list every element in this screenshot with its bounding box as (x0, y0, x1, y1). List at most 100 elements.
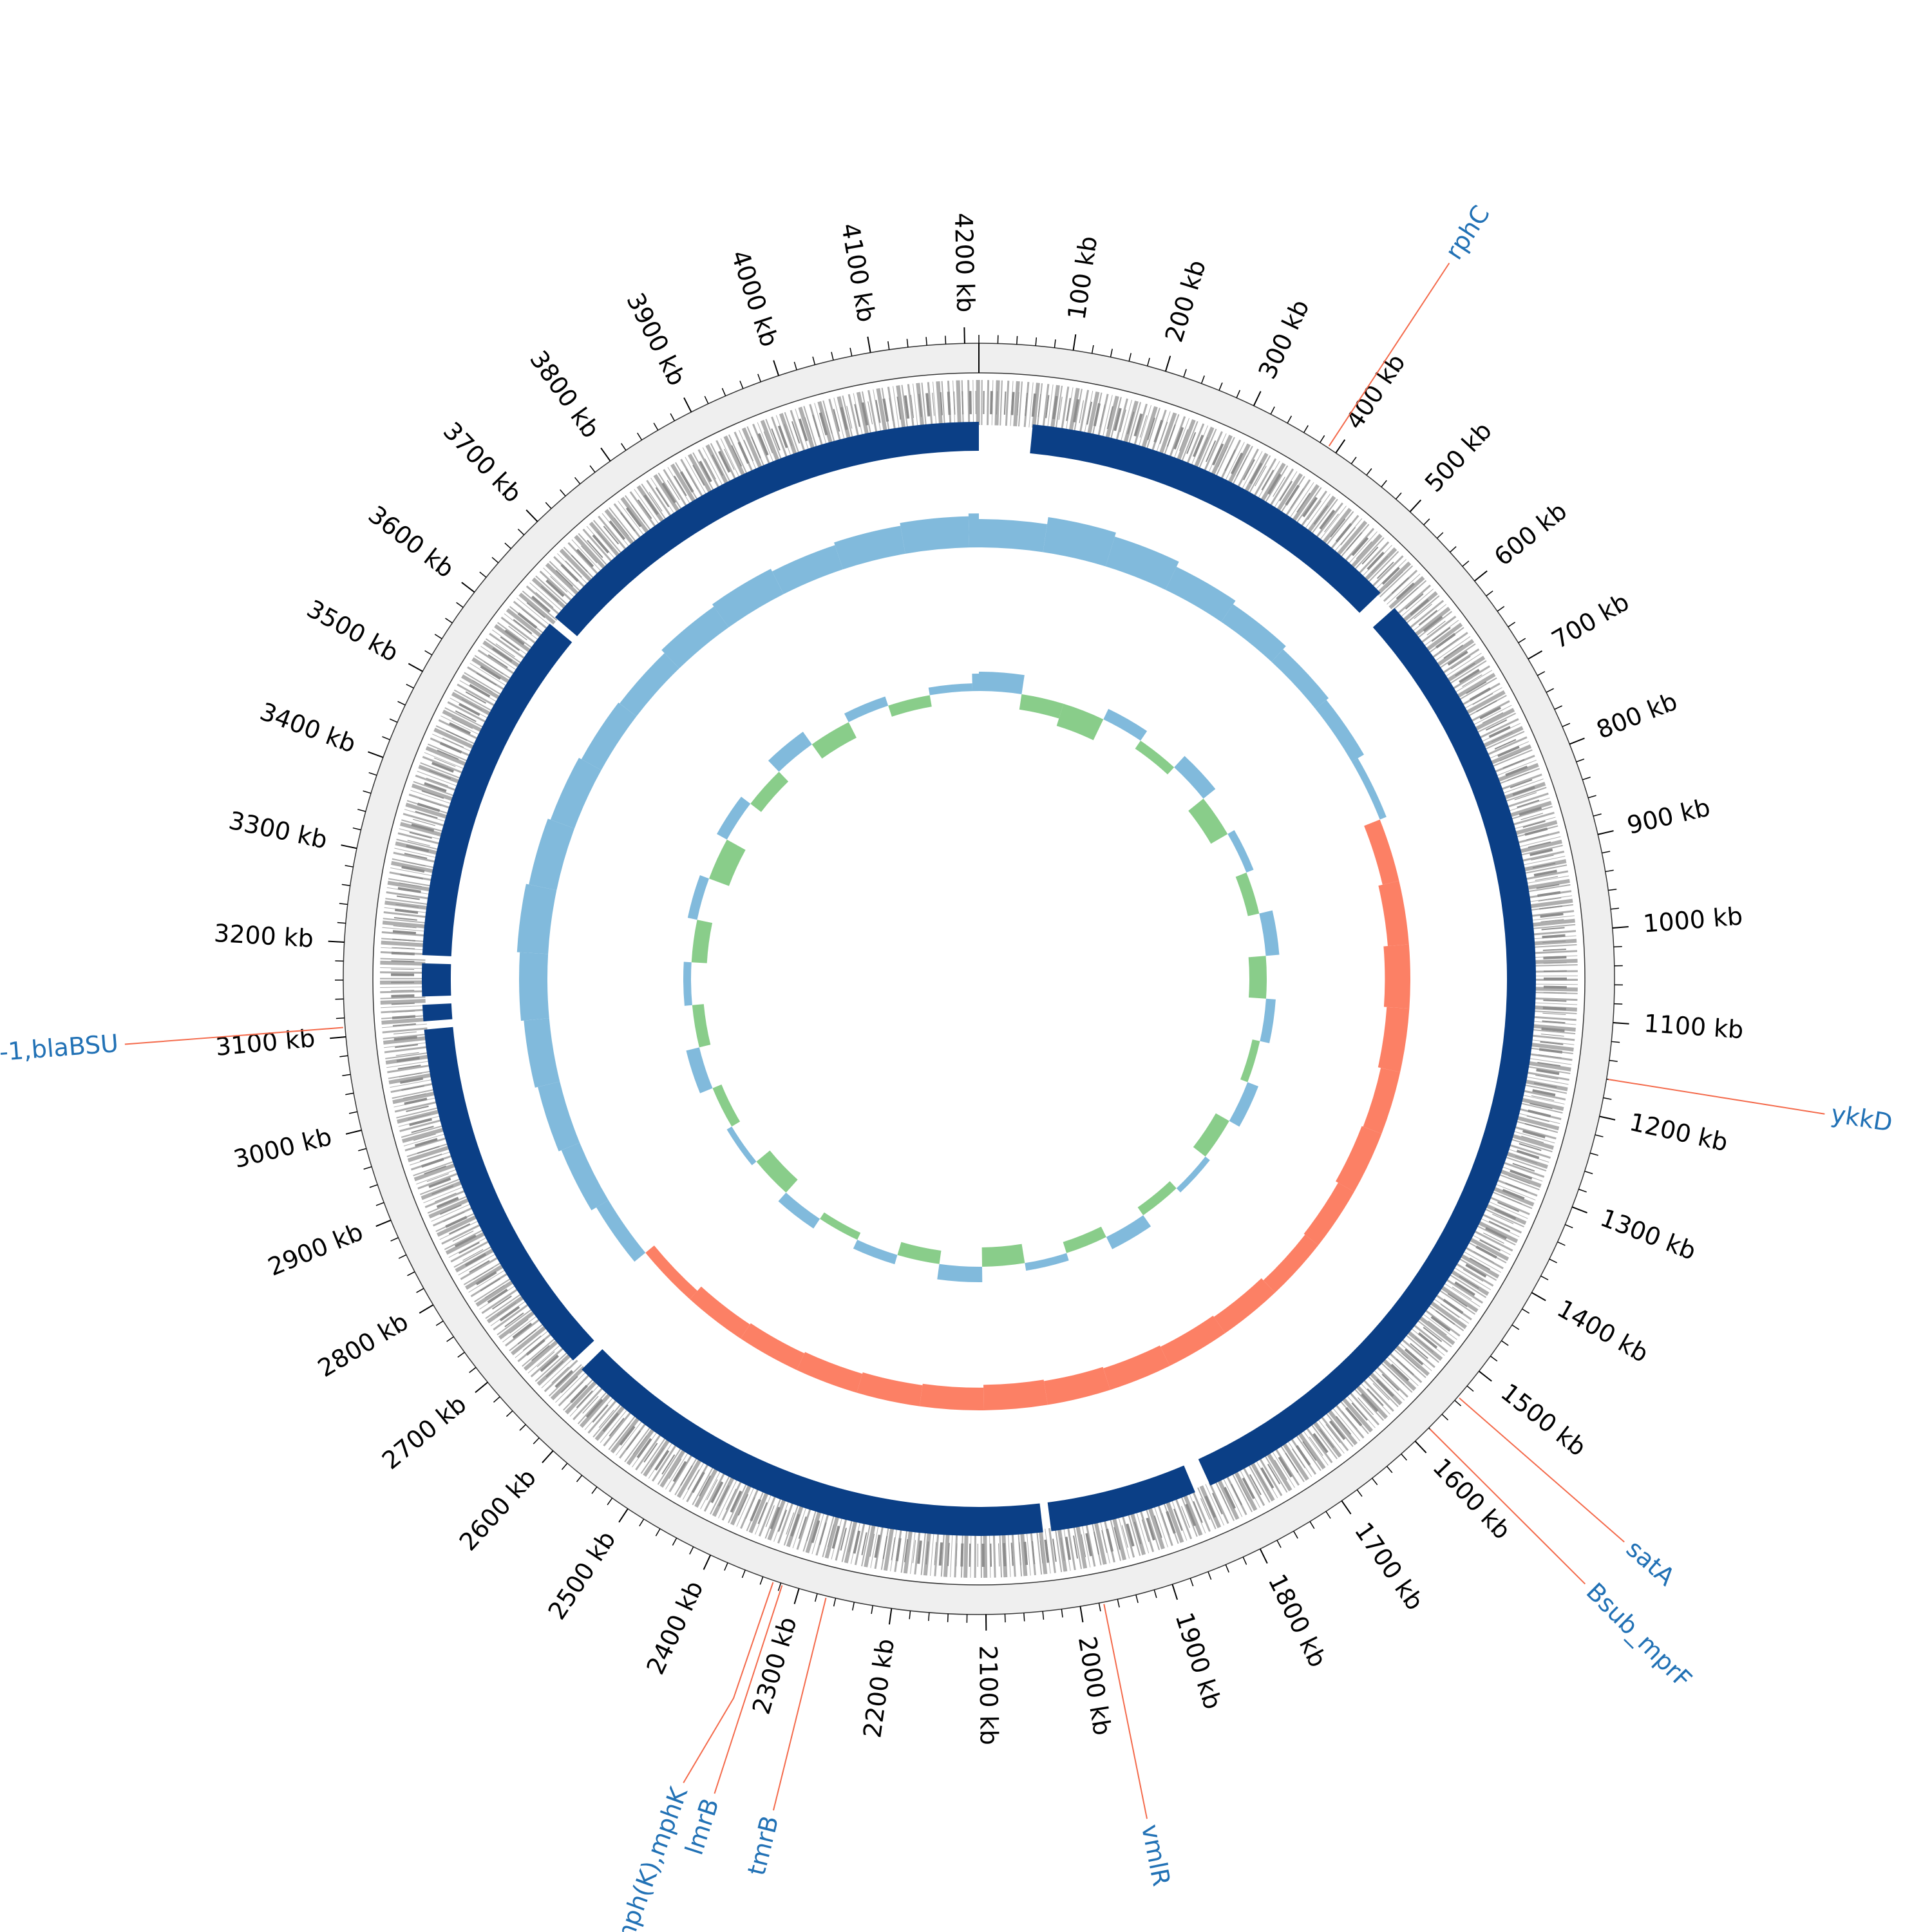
minor-tick (493, 1396, 500, 1403)
leader-line (1103, 1604, 1148, 1819)
tick-label: 300 kb (1253, 295, 1314, 383)
minor-tick (1356, 1489, 1363, 1497)
gc-content-bar (1106, 1215, 1151, 1249)
gc-content-bar (686, 1047, 713, 1094)
major-tick (963, 327, 965, 344)
minor-tick (576, 1475, 583, 1482)
major-tick (345, 1129, 362, 1135)
minor-tick (909, 1611, 911, 1620)
major-tick (341, 844, 357, 849)
gc-content-bar (1135, 741, 1175, 775)
minor-tick (1016, 336, 1018, 345)
gc-content-bar (1260, 998, 1276, 1043)
tick-label: 900 kb (1624, 793, 1712, 840)
minor-tick (831, 352, 834, 361)
minor-tick (339, 903, 348, 905)
minor-tick (591, 1486, 598, 1494)
minor-tick (655, 1528, 661, 1537)
major-tick (1478, 1370, 1492, 1382)
minor-tick (1183, 369, 1187, 377)
major-tick (1253, 391, 1262, 406)
minor-tick (457, 1352, 465, 1358)
minor-tick (637, 432, 643, 440)
gc-content-bar (709, 839, 746, 886)
gc-content-bar (778, 1192, 820, 1229)
minor-tick (639, 1519, 645, 1527)
gc-skew-bar (661, 606, 729, 668)
gc-content-bar (844, 696, 889, 723)
minor-tick (456, 601, 464, 608)
minor-tick (607, 1497, 613, 1506)
tick-label: 3900 kb (621, 289, 691, 390)
minor-tick (424, 650, 433, 656)
gc-skew-bar (1160, 1316, 1226, 1366)
tick-label: 700 kb (1547, 587, 1634, 654)
minor-tick (1518, 638, 1526, 643)
gc-skew-bar (561, 1142, 609, 1211)
leader-line (1459, 1397, 1625, 1543)
minor-tick (721, 388, 726, 397)
tick-label: 800 kb (1593, 687, 1681, 744)
minor-tick (1540, 1275, 1549, 1281)
minor-tick (345, 1092, 354, 1095)
annotation-label: mph(K),mphK (608, 1783, 693, 1932)
gc-content-bar (691, 920, 713, 963)
gc-skew-bar (900, 516, 970, 554)
major-tick (1414, 1441, 1427, 1454)
block (424, 1027, 594, 1361)
tick-label: 600 kb (1489, 497, 1573, 571)
gc-content-bar (1174, 755, 1216, 799)
minor-tick (1054, 339, 1056, 348)
minor-tick (1401, 1454, 1407, 1461)
major-tick (1079, 1606, 1084, 1623)
minor-tick (339, 1055, 348, 1057)
minor-tick (852, 1602, 855, 1611)
minor-tick (1128, 353, 1132, 362)
tick-label: 1700 kb (1349, 1517, 1430, 1615)
gc-skew-bar (740, 1323, 805, 1370)
minor-tick (1609, 1059, 1618, 1062)
minor-tick (1320, 435, 1325, 443)
tick-label: 3500 kb (302, 594, 403, 667)
gc-content-bar (712, 1084, 741, 1127)
minor-tick (1578, 1188, 1587, 1193)
gc-content-bar (853, 1240, 898, 1265)
minor-tick (1589, 1152, 1598, 1156)
gc-content-bar (683, 961, 692, 1006)
tick-label: 2200 kb (858, 1637, 900, 1739)
minor-tick (1153, 1589, 1157, 1598)
gc-skew-bar (1043, 517, 1116, 567)
minor-tick (589, 465, 596, 473)
tick-label: 1600 kb (1427, 1453, 1516, 1545)
major-tick (330, 1036, 346, 1039)
gc-skew-bar (857, 1372, 923, 1406)
annotation-label: satA (1621, 1534, 1680, 1591)
gc-content-bar (1248, 956, 1267, 999)
gc-content-bar (928, 683, 973, 696)
gc-skew-bar (797, 1352, 863, 1393)
major-tick (1409, 499, 1422, 513)
minor-tick (358, 1148, 367, 1151)
minor-tick (369, 1184, 378, 1188)
minor-tick (342, 1074, 351, 1077)
tick-label: 500 kb (1419, 417, 1497, 498)
minor-tick (352, 827, 361, 831)
annotation-label: rphC (1439, 200, 1495, 265)
major-tick (368, 751, 384, 759)
minor-tick (1395, 492, 1402, 500)
minor-tick (506, 1410, 513, 1417)
minor-tick (1511, 1324, 1520, 1331)
minor-tick (1270, 406, 1275, 415)
minor-tick (1508, 621, 1516, 627)
gc-skew-bar (538, 1081, 580, 1151)
block (582, 1349, 1043, 1536)
gc-content-bar (717, 797, 751, 840)
tick-label: 4200 kb (949, 213, 980, 313)
gc-content-bar (981, 1244, 1025, 1267)
gc-content-bar (979, 672, 1025, 694)
major-tick (1164, 355, 1171, 372)
minor-tick (407, 1271, 415, 1276)
minor-tick (945, 336, 947, 345)
gc-content-bar (750, 772, 789, 812)
